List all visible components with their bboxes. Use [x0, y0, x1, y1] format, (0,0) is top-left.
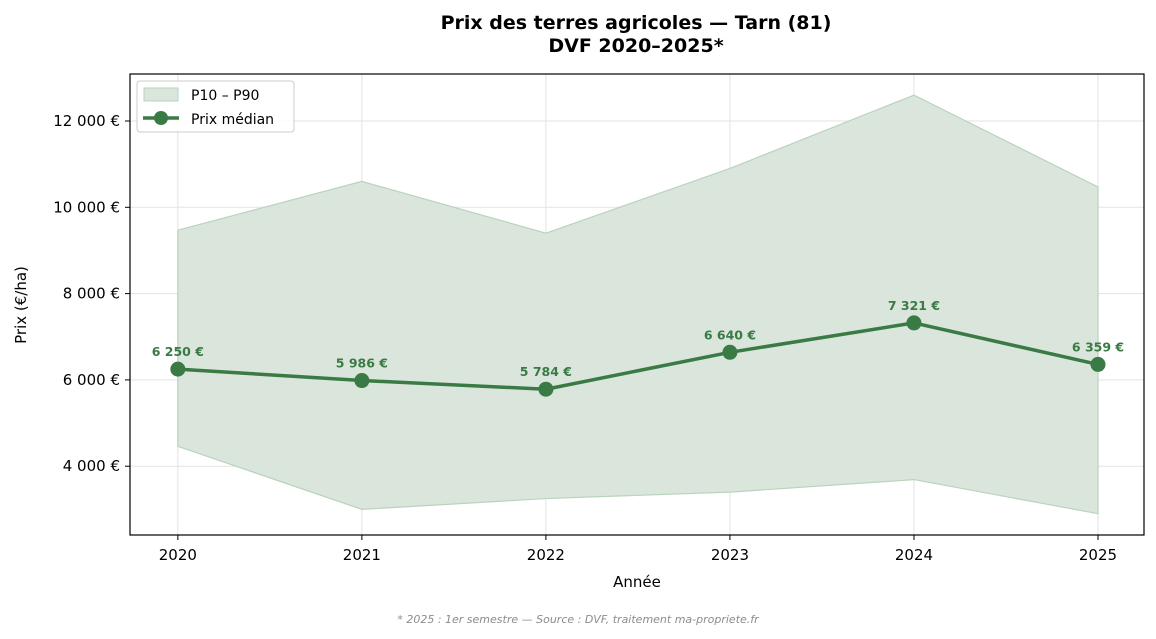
- y-tick-label: 10 000 €: [53, 198, 120, 216]
- data-labels: 6 250 € 5 986 € 5 784 € 6 640 € 7 321 € 6 359…: [152, 298, 1124, 379]
- legend-marker-icon: [154, 111, 168, 125]
- chart-subtitle: DVF 2020–2025*: [548, 35, 723, 57]
- legend-band-label: P10 – P90: [191, 88, 259, 104]
- x-tick-label: 2021: [343, 546, 381, 564]
- median-point: [354, 373, 370, 389]
- footnote: * 2025 : 1er semestre — Source : DVF, tr…: [397, 613, 760, 626]
- legend-median-label: Prix médian: [191, 112, 274, 128]
- data-label: 6 250 €: [152, 344, 204, 359]
- x-axis-ticks: 2020 2021 2022 2023 2024 2025: [159, 535, 1117, 564]
- legend: P10 – P90 Prix médian: [136, 80, 295, 133]
- data-label: 6 640 €: [704, 327, 756, 342]
- data-label: 5 784 €: [520, 364, 572, 379]
- legend-band-swatch-icon: [143, 87, 179, 102]
- y-axis-ticks: 4 000 € 6 000 € 8 000 € 10 000 € 12 000 €: [53, 112, 130, 475]
- chart-title: Prix des terres agricoles — Tarn (81): [441, 12, 832, 34]
- y-tick-label: 6 000 €: [63, 371, 120, 389]
- median-point: [170, 361, 186, 377]
- y-tick-label: 8 000 €: [63, 285, 120, 303]
- x-tick-label: 2025: [1079, 546, 1117, 564]
- median-point: [1090, 356, 1106, 372]
- data-label: 7 321 €: [888, 298, 940, 313]
- y-axis-label: Prix (€/ha): [12, 266, 30, 344]
- median-point: [538, 381, 554, 397]
- p10-p90-band: [177, 94, 1099, 515]
- median-line: [177, 321, 1099, 391]
- y-tick-label: 4 000 €: [63, 457, 120, 475]
- plot-area: 6 250 € 5 986 € 5 784 € 6 640 € 7 321 € 6 359…: [53, 73, 1145, 564]
- data-label: 5 986 €: [336, 356, 388, 371]
- data-label: 6 359 €: [1072, 339, 1124, 354]
- x-tick-label: 2023: [711, 546, 749, 564]
- x-axis-label: Année: [613, 573, 661, 591]
- median-point: [722, 344, 738, 360]
- x-tick-label: 2022: [527, 546, 565, 564]
- median-markers: [170, 315, 1106, 397]
- y-tick-label: 12 000 €: [53, 112, 120, 130]
- x-tick-label: 2020: [159, 546, 197, 564]
- x-tick-label: 2024: [895, 546, 933, 564]
- median-point: [906, 315, 922, 331]
- plot-frame: [129, 73, 1145, 536]
